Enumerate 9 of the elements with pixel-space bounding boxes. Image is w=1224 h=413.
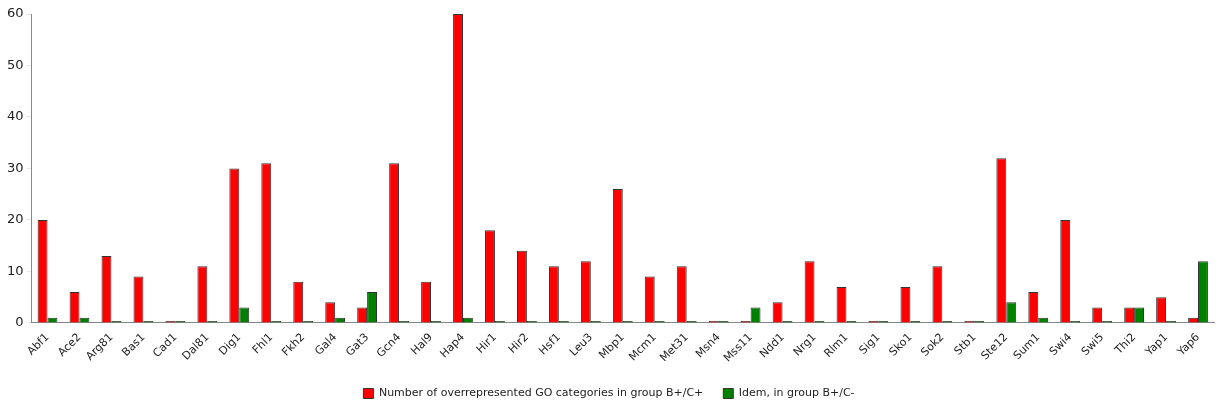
y-tick-label: 30 [7,159,24,175]
legend-label: Idem, in group B+/C- [738,386,855,400]
y-tick-label: 20 [7,211,24,227]
legend-label: Number of overrepresented GO categories in group B+/C+ [378,386,704,400]
y-tick-label: 0 [15,314,24,330]
y-tick-label: 10 [7,262,24,278]
y-tick-label: 40 [7,108,24,124]
y-tick-label: 60 [7,5,24,21]
y-tick-label: 50 [7,56,24,72]
